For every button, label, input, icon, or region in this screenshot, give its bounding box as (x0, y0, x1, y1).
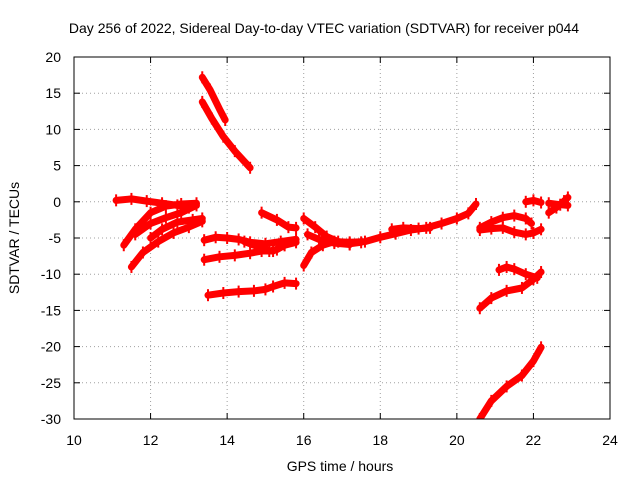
chart-title: Day 256 of 2022, Sidereal Day-to-day VTE… (69, 20, 579, 36)
y-tick-label: -25 (41, 375, 61, 391)
y-tick-label: 5 (53, 158, 61, 174)
x-tick-label: 24 (602, 432, 618, 448)
series-line-23 (495, 263, 541, 282)
axis-ticks: 10 12 14 16 18 20 22 24 -30 -25 -20 -15 -10 -5 0 5 10 15 2… (41, 49, 618, 448)
y-tick-label: -20 (41, 339, 61, 355)
x-tick-label: 18 (372, 432, 388, 448)
series-line-5 (127, 217, 206, 271)
x-tick-label: 12 (143, 432, 159, 448)
y-tick-label: 15 (45, 85, 61, 101)
x-tick-label: 10 (66, 432, 82, 448)
x-tick-label: 22 (526, 432, 542, 448)
series-line-21 (545, 199, 572, 209)
y-tick-label: 0 (53, 194, 61, 210)
series-line-1 (198, 73, 229, 124)
y-tick-label: -10 (41, 266, 61, 282)
y-tick-label: -30 (41, 411, 61, 427)
series-line-2 (198, 98, 254, 172)
y-tick-label: -5 (49, 230, 62, 246)
y-tick-label: 10 (45, 121, 61, 137)
x-tick-label: 20 (449, 432, 465, 448)
x-tick-label: 14 (219, 432, 235, 448)
series-line-16 (388, 224, 434, 233)
y-axis-label: SDTVAR / TECUs (6, 182, 22, 294)
x-axis-label: GPS time / hours (287, 458, 394, 474)
y-tick-label: -15 (41, 302, 61, 318)
series-line-13 (300, 200, 480, 269)
y-tick-label: 20 (45, 49, 61, 65)
series-line-11 (204, 279, 300, 299)
series-line-12 (258, 209, 300, 232)
data-series (112, 71, 572, 419)
x-tick-label: 16 (296, 432, 312, 448)
series-line-15 (304, 230, 354, 248)
series-line-24 (476, 343, 545, 419)
